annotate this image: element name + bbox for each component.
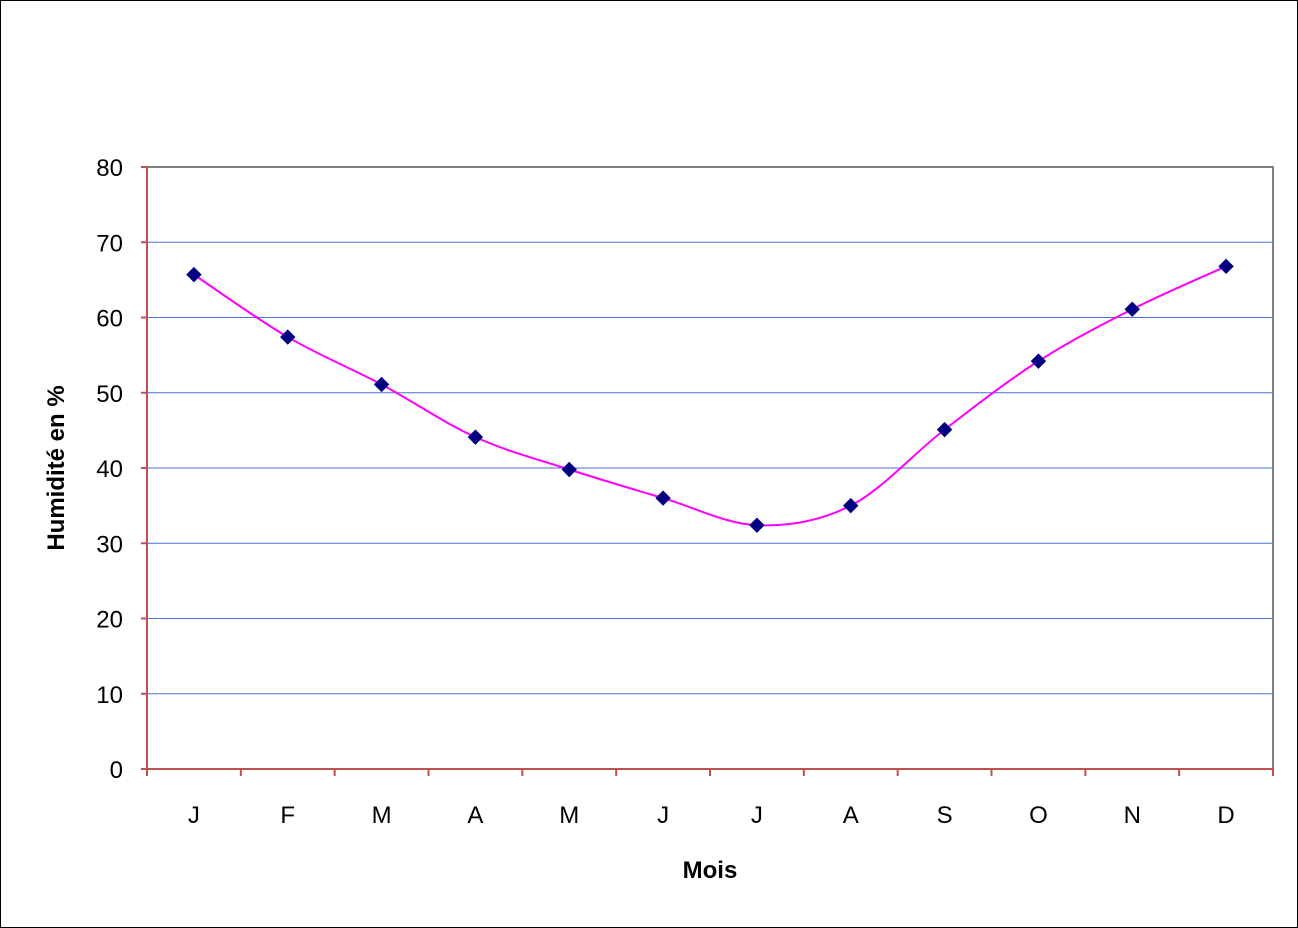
data-point-10 [1030,353,1047,369]
x-tick-label: D [1217,802,1234,829]
data-point-11 [1124,301,1140,317]
y-tick-label: 20 [96,607,123,634]
gridlines [147,166,1273,695]
x-tick-label: A [843,802,859,829]
data-point-7 [749,517,765,533]
data-point-5 [561,461,577,478]
data-point-1 [186,266,202,283]
y-tick-label: 80 [96,155,123,182]
x-tick-label: N [1124,802,1141,829]
y-tick-label: 10 [96,682,123,709]
data-point-4 [467,429,484,445]
data-point-8 [843,497,859,514]
y-tick-label: 0 [110,757,123,784]
x-tick-label: J [657,802,669,829]
x-tick-label: M [559,802,579,829]
data-point-2 [280,329,296,345]
data-point-12 [1218,258,1234,275]
data-point-6 [655,490,671,506]
x-tick-label: J [188,802,200,829]
data-point-9 [936,421,953,438]
y-tick-label: 50 [96,381,123,408]
x-tick-label: O [1029,802,1048,829]
y-tick-label: 70 [96,230,123,257]
x-axis-title: Mois [683,857,738,884]
series-markers [186,258,1234,533]
x-tick-label: J [751,802,763,829]
y-tick-label: 40 [96,456,123,483]
x-tick-label: F [280,802,295,829]
x-tick-label: A [467,802,483,829]
y-axis-title: Humidité en % [43,385,70,550]
x-tick-label: S [937,802,953,829]
data-point-3 [373,376,390,393]
y-axis-ticks: 0 10 20 30 40 50 60 70 80 [96,155,147,784]
series-line [193,265,1227,527]
y-tick-label: 60 [96,306,123,333]
x-tick-label: M [372,802,392,829]
y-tick-label: 30 [96,531,123,558]
